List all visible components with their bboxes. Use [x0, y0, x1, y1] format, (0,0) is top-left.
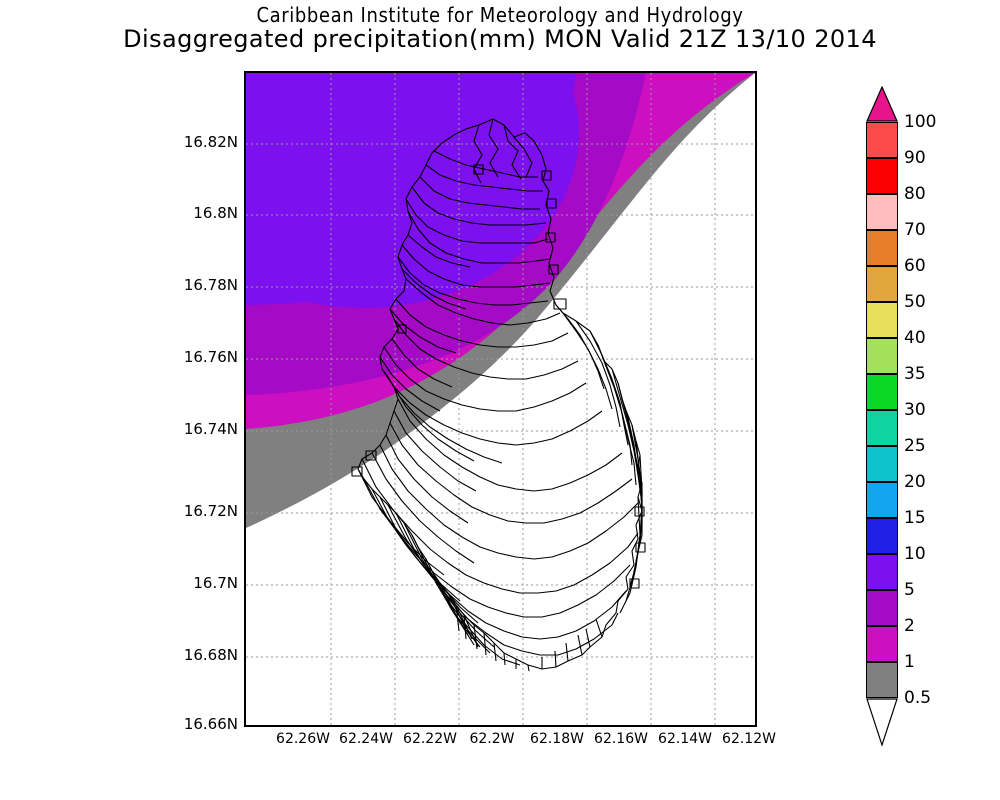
- x-tick-1: 62.24W: [339, 731, 393, 747]
- colorbar-band-10-15[interactable]: [866, 518, 898, 554]
- colorbar-over-arrow-icon: [866, 86, 898, 122]
- colorbar-band-70-80[interactable]: [866, 194, 898, 230]
- colorbar-tick-0.5: 0.5: [904, 688, 932, 708]
- colorbar-tick-2: 2: [904, 616, 915, 636]
- colorbar-tick-90: 90: [904, 148, 926, 168]
- y-tick-0: 16.82N: [183, 133, 238, 151]
- x-tick-3: 62.2W: [469, 731, 515, 747]
- x-axis-labels: 62.26W 62.24W 62.22W 62.2W 62.18W 62.16W…: [244, 731, 776, 755]
- colorbar-under-arrow-icon: [866, 698, 898, 746]
- y-tick-8: 16.66N: [183, 715, 238, 733]
- colorbar-tick-15: 15: [904, 508, 926, 528]
- colorbar-band-90-100[interactable]: [866, 122, 898, 158]
- x-tick-4: 62.18W: [530, 731, 584, 747]
- x-tick-5: 62.16W: [594, 731, 648, 747]
- colorbar-band-35-40[interactable]: [866, 338, 898, 374]
- y-axis-labels: 16.82N 16.8N 16.78N 16.76N 16.74N 16.72N…: [110, 71, 238, 733]
- colorbar-tick-50: 50: [904, 292, 926, 312]
- y-tick-5: 16.72N: [183, 502, 238, 520]
- y-tick-1: 16.8N: [193, 204, 238, 222]
- colorbar-tick-70: 70: [904, 220, 926, 240]
- page-title: Disaggregated precipitation(mm) MON Vali…: [123, 25, 877, 53]
- x-tick-0: 62.26W: [276, 731, 330, 747]
- precip-shading-layer: [246, 73, 755, 725]
- colorbar-band-60-70[interactable]: [866, 230, 898, 266]
- colorbar-band-15-20[interactable]: [866, 482, 898, 518]
- colorbar-tick-5: 5: [904, 580, 915, 600]
- y-tick-7: 16.68N: [183, 646, 238, 664]
- colorbar-tick-80: 80: [904, 184, 926, 204]
- colorbar-tick-20: 20: [904, 472, 926, 492]
- gridlines: [246, 73, 755, 725]
- institute-title: Caribbean Institute for Meteorology and …: [256, 3, 744, 27]
- colorbar-tick-40: 40: [904, 328, 926, 348]
- y-tick-3: 16.76N: [183, 348, 238, 366]
- map-canvas: [246, 73, 755, 725]
- colorbar-band-50-60[interactable]: [866, 266, 898, 302]
- colorbar-band-1-2[interactable]: [866, 626, 898, 662]
- colorbar-band-40-50[interactable]: [866, 302, 898, 338]
- y-tick-2: 16.78N: [183, 276, 238, 294]
- colorbar-tick-35: 35: [904, 364, 926, 384]
- map-plot-area[interactable]: [244, 71, 757, 727]
- colorbar-band-25-30[interactable]: [866, 410, 898, 446]
- colorbar-band-20-25[interactable]: [866, 446, 898, 482]
- island-outline: [351, 118, 646, 672]
- colorbar-band-80-90[interactable]: [866, 158, 898, 194]
- colorbar-tick-60: 60: [904, 256, 926, 276]
- x-tick-7: 62.12W: [722, 731, 776, 747]
- chart-title-block: Caribbean Institute for Meteorology and …: [0, 4, 1000, 52]
- colorbar-band-0.5-1[interactable]: [866, 662, 898, 698]
- colorbar-legend[interactable]: 100 90 80 70 60 50 40 35 30 25 20 15 10 …: [860, 86, 990, 746]
- colorbar-tick-100: 100: [904, 112, 937, 132]
- y-tick-6: 16.7N: [193, 574, 238, 592]
- colorbar-band-5-10[interactable]: [866, 554, 898, 590]
- x-tick-6: 62.14W: [658, 731, 712, 747]
- colorbar-tick-1: 1: [904, 652, 915, 672]
- colorbar-band-2-5[interactable]: [866, 590, 898, 626]
- colorbar-tick-30: 30: [904, 400, 926, 420]
- y-tick-4: 16.74N: [183, 420, 238, 438]
- colorbar-band-30-35[interactable]: [866, 374, 898, 410]
- colorbar-tick-25: 25: [904, 436, 926, 456]
- colorbar-tick-10: 10: [904, 544, 926, 564]
- x-tick-2: 62.22W: [403, 731, 457, 747]
